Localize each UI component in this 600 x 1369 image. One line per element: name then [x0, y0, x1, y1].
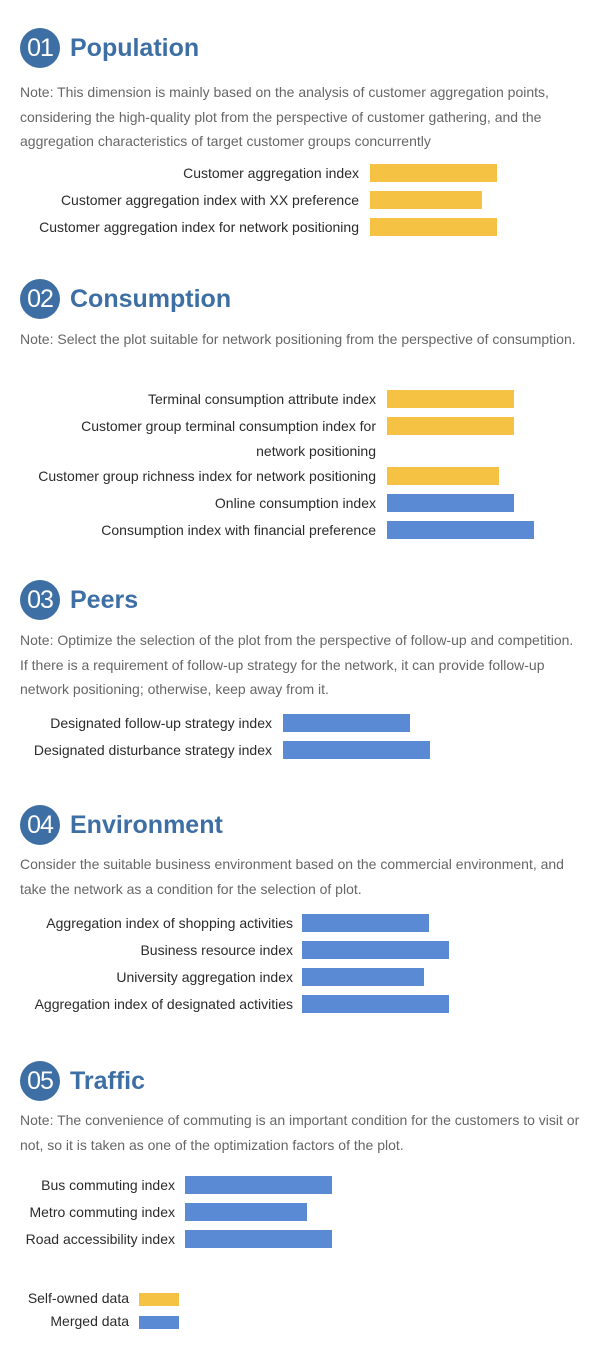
section-header: 03 Peers [20, 580, 139, 620]
legend-label: Merged data [50, 1313, 129, 1329]
bar-label: Metro commuting index [29, 1204, 175, 1220]
section-title: Peers [70, 585, 139, 614]
section-number-badge: 02 [20, 279, 60, 319]
bar-label: Customer aggregation index with XX prefe… [60, 192, 359, 208]
bar [302, 968, 424, 986]
bar-label: Designated follow-up strategy index [50, 715, 272, 731]
section-number-badge: 04 [20, 805, 60, 845]
bar [283, 741, 430, 759]
bar-label: Aggregation index of shopping activities [46, 915, 293, 931]
bar-label: Customer group terminal consumption inde… [81, 418, 376, 459]
bar [387, 521, 534, 539]
bar-label: Designated disturbance strategy index [33, 742, 272, 758]
bar [185, 1230, 332, 1248]
bar-label: Online consumption index [214, 495, 376, 511]
bar [387, 417, 514, 435]
bar [370, 191, 482, 209]
bar-label: Consumption index with financial prefere… [101, 522, 376, 538]
bar-label: Customer aggregation index [183, 165, 359, 181]
bar-label: Road accessibility index [25, 1231, 175, 1247]
bar [283, 714, 410, 732]
section-note: Note: The convenience of commuting is an… [20, 1112, 580, 1153]
section-title: Consumption [70, 284, 232, 313]
legend-label: Self-owned data [27, 1290, 129, 1306]
bar [387, 390, 514, 408]
bar-label: Business resource index [140, 942, 293, 958]
bar [387, 494, 514, 512]
section-title: Traffic [70, 1066, 146, 1095]
section-note: Note: Optimize the selection of the plot… [20, 632, 574, 697]
bar [185, 1176, 332, 1194]
section-note: Note: This dimension is mainly based on … [20, 84, 549, 149]
section-title: Population [70, 33, 200, 62]
bar [370, 218, 497, 236]
section-number-badge: 05 [20, 1061, 60, 1101]
bar-label: Aggregation index of designated activiti… [34, 996, 293, 1012]
bar [370, 164, 497, 182]
bar-label: Bus commuting index [41, 1177, 175, 1193]
legend-swatch [139, 1293, 179, 1306]
section-note: Consider the suitable business environme… [20, 856, 564, 897]
bar [185, 1203, 307, 1221]
section-header: 01 Population [20, 28, 200, 68]
section-header: 04 Environment [20, 805, 223, 845]
bar [387, 467, 499, 485]
section-header: 05 Traffic [20, 1061, 146, 1101]
section-number-badge: 01 [20, 28, 60, 68]
section-number-badge: 03 [20, 580, 60, 620]
bar [302, 941, 449, 959]
bar [302, 914, 429, 932]
section-title: Environment [70, 810, 223, 839]
section-note: Note: Select the plot suitable for netwo… [20, 331, 576, 347]
bar [302, 995, 449, 1013]
bar-label: Customer group richness index for networ… [38, 468, 376, 484]
section-header: 02 Consumption [20, 279, 232, 319]
legend-swatch [139, 1316, 179, 1329]
bar-label: University aggregation index [116, 969, 293, 985]
bar-label: Terminal consumption attribute index [147, 391, 376, 407]
bar-label: Customer aggregation index for network p… [39, 219, 359, 235]
